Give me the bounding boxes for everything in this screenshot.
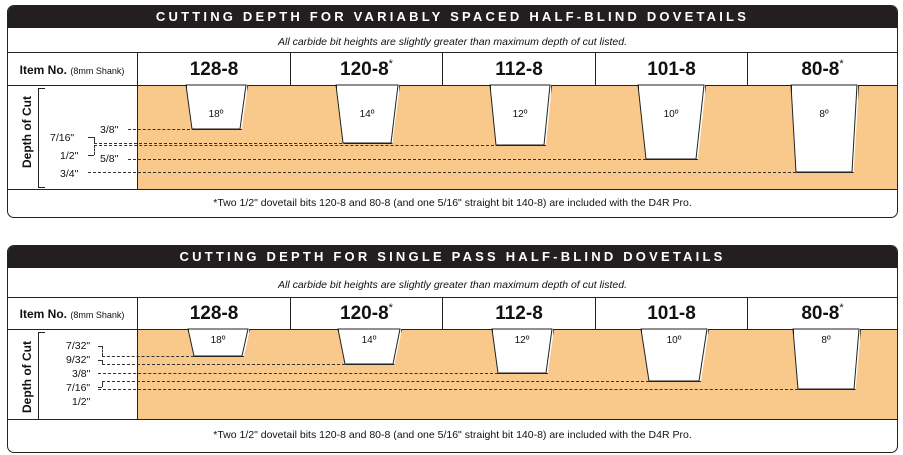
divider [8, 329, 897, 330]
depth-line-7-16 [94, 143, 342, 144]
angle-label: 10º [663, 109, 679, 120]
depth-bracket [38, 88, 45, 188]
panel-note: All carbide bit heights are slightly gre… [277, 279, 627, 291]
depth-line-1-2 [94, 145, 494, 146]
cut-outlines [187, 328, 860, 390]
cut-outlines [185, 84, 858, 173]
depth-line-3-8 [128, 129, 190, 130]
bit-name-112-8: 112-8 [495, 303, 543, 324]
depth-line-9-32 [102, 364, 345, 365]
column-divider [442, 297, 443, 329]
column-divider [595, 297, 596, 329]
divider [8, 189, 897, 190]
column-divider [290, 52, 291, 85]
depth-of-cut-label: Depth of Cut [20, 341, 34, 413]
depth-bracket [38, 332, 45, 420]
angle-label: 10º [666, 335, 682, 346]
bit-name-120-8: 120-8* [340, 58, 393, 80]
depth-line-5-8 [128, 159, 646, 160]
depth-line-3-4 [88, 172, 796, 173]
column-divider [747, 297, 748, 329]
depth-line-7-16-stub [88, 137, 94, 138]
angle-label: 18º [210, 335, 226, 346]
depth-line-connector [102, 381, 103, 387]
depth-of-cut-label: Depth of Cut [20, 96, 34, 168]
panel-note: All carbide bit heights are slightly gre… [277, 36, 627, 48]
angle-label: 14º [361, 335, 377, 346]
panel-title: CUTTING DEPTH FOR SINGLE PASS HALF-BLIND… [8, 246, 897, 268]
divider [8, 297, 897, 298]
bit-name-128-8: 128-8 [189, 303, 239, 324]
depth-label-3-4: 3/4" [60, 168, 79, 180]
angle-label: 12º [514, 335, 530, 346]
depth-line-7-32-stub [98, 346, 102, 347]
column-divider [747, 52, 748, 85]
bit-name-101-8: 101-8 [647, 59, 696, 80]
depth-label-3-8: 3/8" [72, 368, 91, 380]
item-no-label: Item No. (8mm Shank) [8, 299, 136, 329]
depth-line-connector [94, 145, 95, 155]
depth-line-7-16 [102, 381, 649, 382]
depth-line-connector [102, 360, 103, 364]
dovetail-cut-101-8 [641, 329, 709, 382]
depth-line-1-2 [98, 389, 798, 390]
bit-name-128-8: 128-8 [189, 59, 239, 80]
divider [8, 52, 897, 53]
depth-label-1-2: 1/2" [60, 150, 79, 162]
column-divider [595, 52, 596, 85]
item-no-label: Item No. (8mm Shank) [8, 55, 136, 85]
depth-line-1-2-stub [88, 155, 94, 156]
column-divider [290, 297, 291, 329]
depth-label-7-32: 7/32" [66, 340, 91, 352]
bit-name-101-8: 101-8 [647, 303, 696, 324]
depth-line-9-32-stub [98, 360, 102, 361]
column-divider [137, 297, 138, 419]
column-divider [137, 52, 138, 189]
footnote: *Two 1/2" dovetail bits 120-8 and 80-8 (… [213, 197, 692, 209]
angle-label: 8º [819, 109, 829, 120]
item-no-text: Item No. [19, 63, 67, 77]
angle-label: 12º [512, 109, 528, 120]
depth-label-5-8: 5/8" [100, 153, 119, 165]
depth-label-7-16: 7/16" [50, 132, 75, 144]
bit-name-80-8: 80-8* [801, 58, 844, 80]
depth-line-3-8 [98, 373, 498, 374]
depth-line-7-16-stub [98, 387, 102, 388]
angle-label: 14º [359, 109, 375, 120]
depth-label-3-8: 3/8" [100, 124, 119, 136]
single-pass-panel: CUTTING DEPTH FOR SINGLE PASS HALF-BLIND… [7, 245, 898, 453]
footnote: *Two 1/2" dovetail bits 120-8 and 80-8 (… [213, 429, 692, 441]
depth-line-7-32 [102, 356, 194, 357]
panel-title: CUTTING DEPTH FOR VARIABLY SPACED HALF-B… [8, 6, 897, 28]
divider [8, 419, 897, 420]
shank-size: (8mm Shank) [70, 66, 125, 76]
depth-label-7-16: 7/16" [66, 382, 91, 394]
depth-label-9-32: 9/32" [66, 354, 91, 366]
column-divider [442, 52, 443, 85]
shank-size: (8mm Shank) [70, 310, 125, 320]
bit-name-120-8: 120-8* [340, 302, 393, 324]
bit-name-80-8: 80-8* [801, 302, 844, 324]
item-no-text: Item No. [19, 307, 67, 321]
dovetail-cut-80-8 [793, 329, 861, 390]
depth-line-connector [94, 137, 95, 143]
depth-line-connector [102, 346, 103, 356]
bit-name-112-8: 112-8 [495, 59, 543, 80]
variably-spaced-panel: CUTTING DEPTH FOR VARIABLY SPACED HALF-B… [7, 5, 898, 218]
angle-label: 18º [208, 109, 224, 120]
divider [8, 85, 897, 86]
angle-label: 8º [821, 335, 831, 346]
depth-label-1-2: 1/2" [72, 396, 91, 408]
